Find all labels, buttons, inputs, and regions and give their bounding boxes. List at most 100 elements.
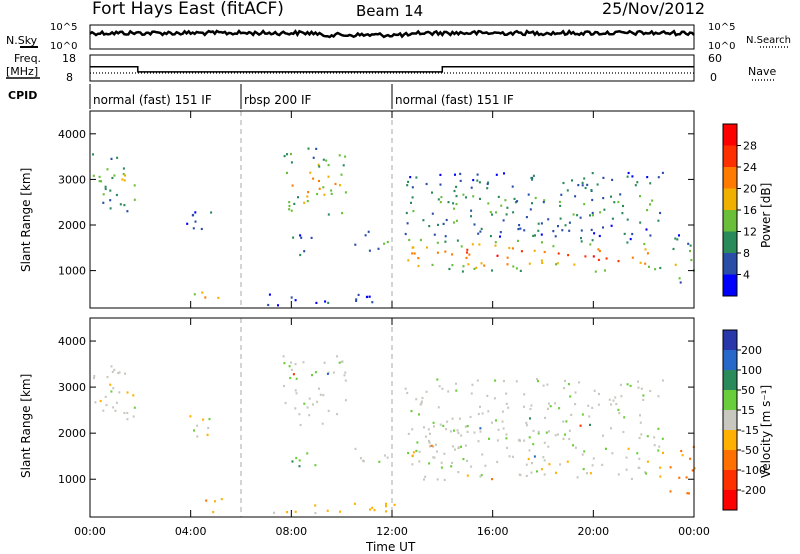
scatter-cell <box>318 387 320 390</box>
scatter-cell <box>98 175 101 178</box>
scatter-cell <box>317 163 320 166</box>
nsky-label: N.Sky <box>6 34 38 47</box>
scatter-cell <box>315 301 318 304</box>
scatter-cell <box>303 250 306 253</box>
scatter-cell <box>591 406 594 409</box>
colorbar-tick-label: 16 <box>743 204 757 217</box>
scatter-cell <box>657 176 660 179</box>
scatter-cell <box>533 249 536 252</box>
scatter-cell <box>640 387 643 390</box>
scatter-cell <box>558 200 561 203</box>
scatter-cell <box>540 222 543 225</box>
scatter-cell <box>512 265 515 268</box>
scatter-cell <box>439 201 442 204</box>
scatter-cell <box>460 445 462 448</box>
scatter-cell <box>618 412 621 415</box>
scatter-cell <box>491 213 493 216</box>
scatter-cell <box>486 182 489 185</box>
scatter-cell <box>126 391 129 394</box>
scatter-cell <box>468 253 471 256</box>
scatter-cell <box>104 185 107 188</box>
scatter-cell <box>341 360 344 363</box>
scatter-cell <box>411 252 414 255</box>
scatter-cell <box>569 395 572 398</box>
scatter-cell <box>610 403 612 406</box>
scatter-cell <box>573 263 576 266</box>
scatter-cell <box>456 239 459 242</box>
nave-tick-bottom: 0 <box>710 71 717 84</box>
scatter-cell <box>583 450 586 453</box>
scatter-cell <box>338 361 341 364</box>
scatter-cell <box>122 173 125 176</box>
velocity-colorbar-label: Velocity [m s⁻¹] <box>759 385 773 478</box>
scatter-cell <box>584 186 587 190</box>
scatter-cell <box>111 370 114 373</box>
scatter-cell <box>674 263 677 266</box>
scatter-cell <box>669 466 672 469</box>
scatter-cell <box>499 231 502 234</box>
scatter-cell <box>297 196 299 199</box>
power-colorbar: 4 8 12 16 20 24 28 <box>722 123 757 297</box>
scatter-cell <box>626 218 629 221</box>
scatter-cell <box>593 232 596 235</box>
scatter-cell <box>528 449 531 452</box>
colorbar-tick-label: 100 <box>741 364 762 377</box>
scatter-cell <box>537 432 540 435</box>
scatter-cell <box>579 424 582 427</box>
scatter-cell <box>116 156 119 159</box>
colorbar-swatch <box>723 124 737 146</box>
scatter-cell <box>344 379 347 382</box>
scatter-cell <box>311 374 313 377</box>
scatter-cell <box>642 394 645 397</box>
scatter-cell <box>286 153 288 156</box>
scatter-cell <box>386 456 389 459</box>
scatter-cell <box>118 391 121 394</box>
scatter-cell <box>642 398 645 401</box>
scatter-cell <box>523 405 525 408</box>
scatter-cell <box>377 247 380 250</box>
power-x-ticks <box>89 111 695 308</box>
scatter-cell <box>428 432 431 435</box>
colorbar-tick-label: -15 <box>741 424 759 437</box>
scatter-cell <box>476 379 479 382</box>
scatter-cell <box>407 432 410 435</box>
scatter-cell <box>110 157 113 160</box>
scatter-cell <box>525 474 528 477</box>
scatter-cell <box>411 196 414 199</box>
scatter-cell <box>566 189 569 192</box>
scatter-cell <box>470 209 473 212</box>
scatter-cell <box>540 259 543 262</box>
scatter-cell <box>547 445 550 448</box>
scatter-cell <box>587 404 590 407</box>
scatter-cell <box>465 256 468 259</box>
scatter-cell <box>415 176 418 179</box>
scatter-cell <box>581 413 584 416</box>
scatter-cell <box>661 437 664 440</box>
scatter-cell <box>583 177 586 180</box>
scatter-cell <box>506 256 509 259</box>
scatter-cell <box>581 453 584 456</box>
x-tick-label: 00:00 <box>74 525 106 538</box>
scatter-cell <box>340 173 343 176</box>
scatter-cell <box>589 214 591 217</box>
colorbar-tick-label: 15 <box>741 404 755 417</box>
scatter-cell <box>453 429 455 432</box>
scatter-cell <box>644 471 647 474</box>
scatter-cell <box>385 505 387 508</box>
colorbar-swatch <box>723 490 737 511</box>
scatter-cell <box>442 424 445 427</box>
scatter-cell <box>644 262 647 265</box>
scatter-cell <box>646 435 649 438</box>
scatter-cell <box>586 472 588 475</box>
scatter-cell <box>362 459 365 462</box>
scatter-cell <box>192 227 195 230</box>
scatter-cell <box>344 399 347 402</box>
scatter-cell <box>422 219 425 222</box>
scatter-cell <box>598 249 601 253</box>
scatter-cell <box>306 195 309 198</box>
scatter-cell <box>542 384 545 387</box>
scatter-cell <box>117 372 120 375</box>
scatter-cell <box>619 383 622 386</box>
scatter-cell <box>334 182 337 186</box>
scatter-cell <box>410 201 412 204</box>
